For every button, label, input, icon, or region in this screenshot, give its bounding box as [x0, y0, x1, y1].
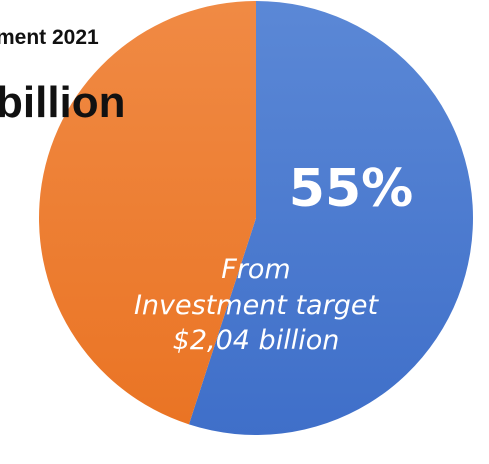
center-text-line-1: From [221, 254, 290, 285]
pie-slice-blue [188, 1, 474, 435]
center-text-line-2: Investment target [134, 290, 379, 321]
center-text-line-3: $2,04 billion [173, 325, 340, 356]
pie-slice-orange [38, 1, 257, 425]
chart-subtitle-fragment: billion [0, 78, 126, 127]
pie-slices [38, 1, 474, 435]
chart-title-fragment: ment 2021 [0, 26, 99, 49]
slice-data-label: 55% [289, 159, 413, 219]
